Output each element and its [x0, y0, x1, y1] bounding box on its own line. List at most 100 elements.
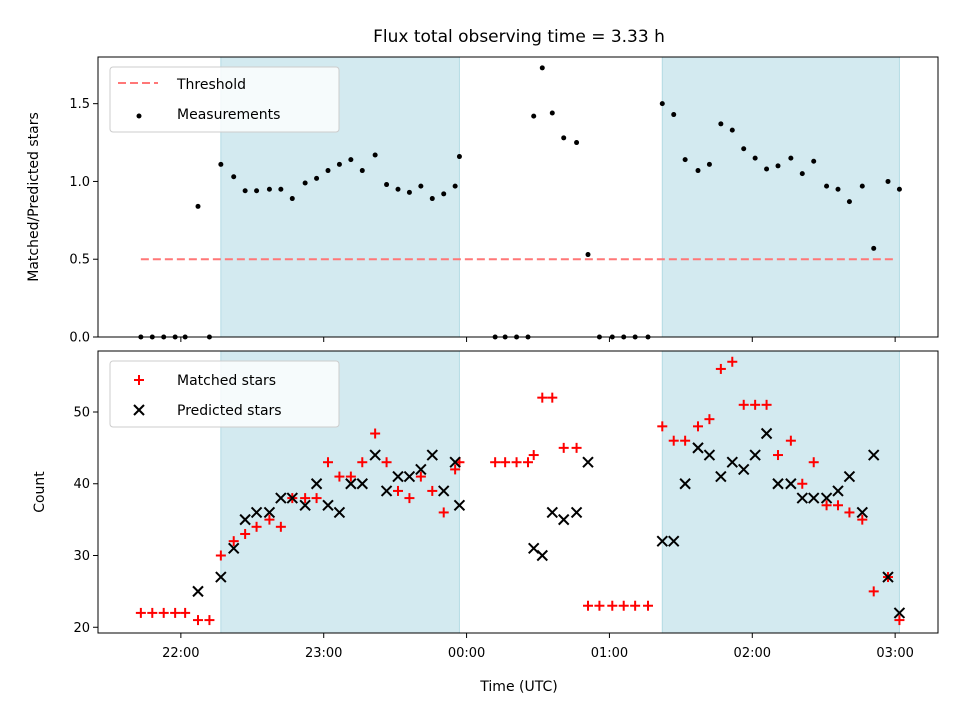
predicted-star-point [286, 492, 298, 504]
matched-star-point [415, 471, 426, 482]
measurement-point [729, 127, 735, 133]
matched-star-point [193, 615, 203, 626]
measurement-point [561, 135, 567, 141]
measurement-point [682, 157, 688, 163]
matched-star-point [427, 485, 438, 496]
measurement-point [289, 196, 295, 202]
matched-star-point [490, 457, 501, 468]
matched-star-point [404, 493, 415, 504]
matched-star-point [643, 600, 653, 611]
predicted-star-point [882, 571, 894, 583]
matched-stars-points [135, 356, 905, 626]
predicted-star-point [345, 478, 357, 490]
top-axes-frame [97, 56, 939, 338]
matched-star-point [594, 600, 605, 611]
matched-star-point [251, 521, 262, 532]
matched-star-point [750, 399, 761, 410]
measurement-point [456, 154, 462, 160]
matched-star-point [147, 607, 158, 618]
x-tick-label: 22:00 [162, 646, 199, 661]
predicted-star-point [749, 449, 761, 461]
measurement-point [885, 178, 891, 184]
matched-star-point [727, 356, 738, 367]
matched-star-point [357, 457, 368, 468]
measurement-point [429, 196, 435, 202]
y-tick-label: 50 [73, 405, 90, 420]
matched-star-point [438, 507, 449, 518]
matched-star-point [680, 435, 691, 446]
measurement-point [695, 168, 701, 174]
measurement-point [406, 189, 412, 195]
measurement-point [348, 157, 354, 163]
predicted-star-point [356, 478, 368, 490]
matched-star-point [657, 421, 668, 432]
measurement-point [302, 180, 308, 186]
top-legend: Threshold Measurements [109, 66, 340, 133]
predicted-star-point [582, 456, 594, 468]
y-tick-label: 1.0 [69, 175, 90, 190]
matched-star-point [345, 471, 356, 482]
predicted-star-point [263, 506, 276, 519]
predicted-star-point [369, 449, 381, 461]
predicted-star-point [760, 427, 773, 440]
bottom-y-axis-label: Count [32, 471, 48, 513]
top-legend-box [109, 66, 340, 133]
measurement-point [359, 168, 365, 174]
predicted-star-point [250, 506, 263, 519]
predicted-star-point [738, 463, 750, 476]
predicted-star-point [426, 449, 438, 461]
predicted-star-point [808, 492, 820, 504]
predicted-star-point [785, 478, 797, 490]
measurement-point [231, 174, 237, 180]
matched-star-point [170, 607, 181, 618]
measurement-point [242, 188, 248, 194]
matched-star-point [523, 457, 533, 468]
measurement-point [452, 183, 458, 189]
x-axis-label: Time (UTC) [479, 679, 557, 695]
matched-star-point [773, 450, 783, 461]
predicted-star-point [570, 506, 583, 519]
top-y-ticks: 0.0 0.5 1.0 1.5 [69, 97, 98, 346]
x-tick-label: 03:00 [876, 646, 913, 661]
measurement-point [441, 191, 447, 197]
predicted-star-point [558, 513, 570, 526]
measurement-point [741, 146, 747, 152]
matched-star-point [630, 600, 641, 611]
chart-title: Flux total observing time = 3.33 h [373, 27, 665, 47]
matched-star-point [558, 442, 569, 453]
matched-star-point [240, 528, 251, 539]
measurement-point [871, 245, 877, 251]
matched-star-point [311, 493, 322, 504]
measurement-point [811, 158, 817, 164]
measurement-point [896, 186, 902, 192]
bottom-legend: Matched stars Predicted stars [109, 360, 340, 428]
measurement-point [846, 199, 852, 205]
matched-star-point [158, 607, 169, 618]
measurement-point [752, 155, 758, 161]
matched-star-point [381, 457, 392, 468]
matched-star-point [500, 457, 511, 468]
predicted-star-point [856, 506, 868, 519]
measurement-point [788, 155, 794, 161]
predicted-star-point [403, 470, 416, 483]
predicted-star-point [228, 542, 240, 555]
matched-star-point [370, 428, 381, 439]
x-tick-label: 02:00 [734, 646, 771, 661]
matched-star-point [204, 615, 215, 626]
y-tick-label: 40 [73, 477, 90, 492]
matched-star-point [547, 392, 558, 403]
measurement-point [659, 101, 665, 107]
y-tick-label: 20 [73, 621, 90, 636]
measurement-point [384, 182, 390, 188]
predicted-star-point [772, 478, 784, 490]
predicted-star-point [832, 485, 844, 497]
predicted-star-point [820, 492, 833, 504]
bottom-x-ticks: 22:00 23:00 00:00 01:00 02:00 03:00 [162, 633, 914, 661]
matched-star-point [785, 435, 796, 446]
legend-plus-marker [134, 375, 144, 385]
observing-windows [220, 56, 900, 338]
measurement-point [539, 65, 545, 71]
legend-measurements-swatch [136, 113, 142, 119]
predicted-star-point [703, 449, 716, 461]
predicted-star-point [715, 470, 727, 483]
